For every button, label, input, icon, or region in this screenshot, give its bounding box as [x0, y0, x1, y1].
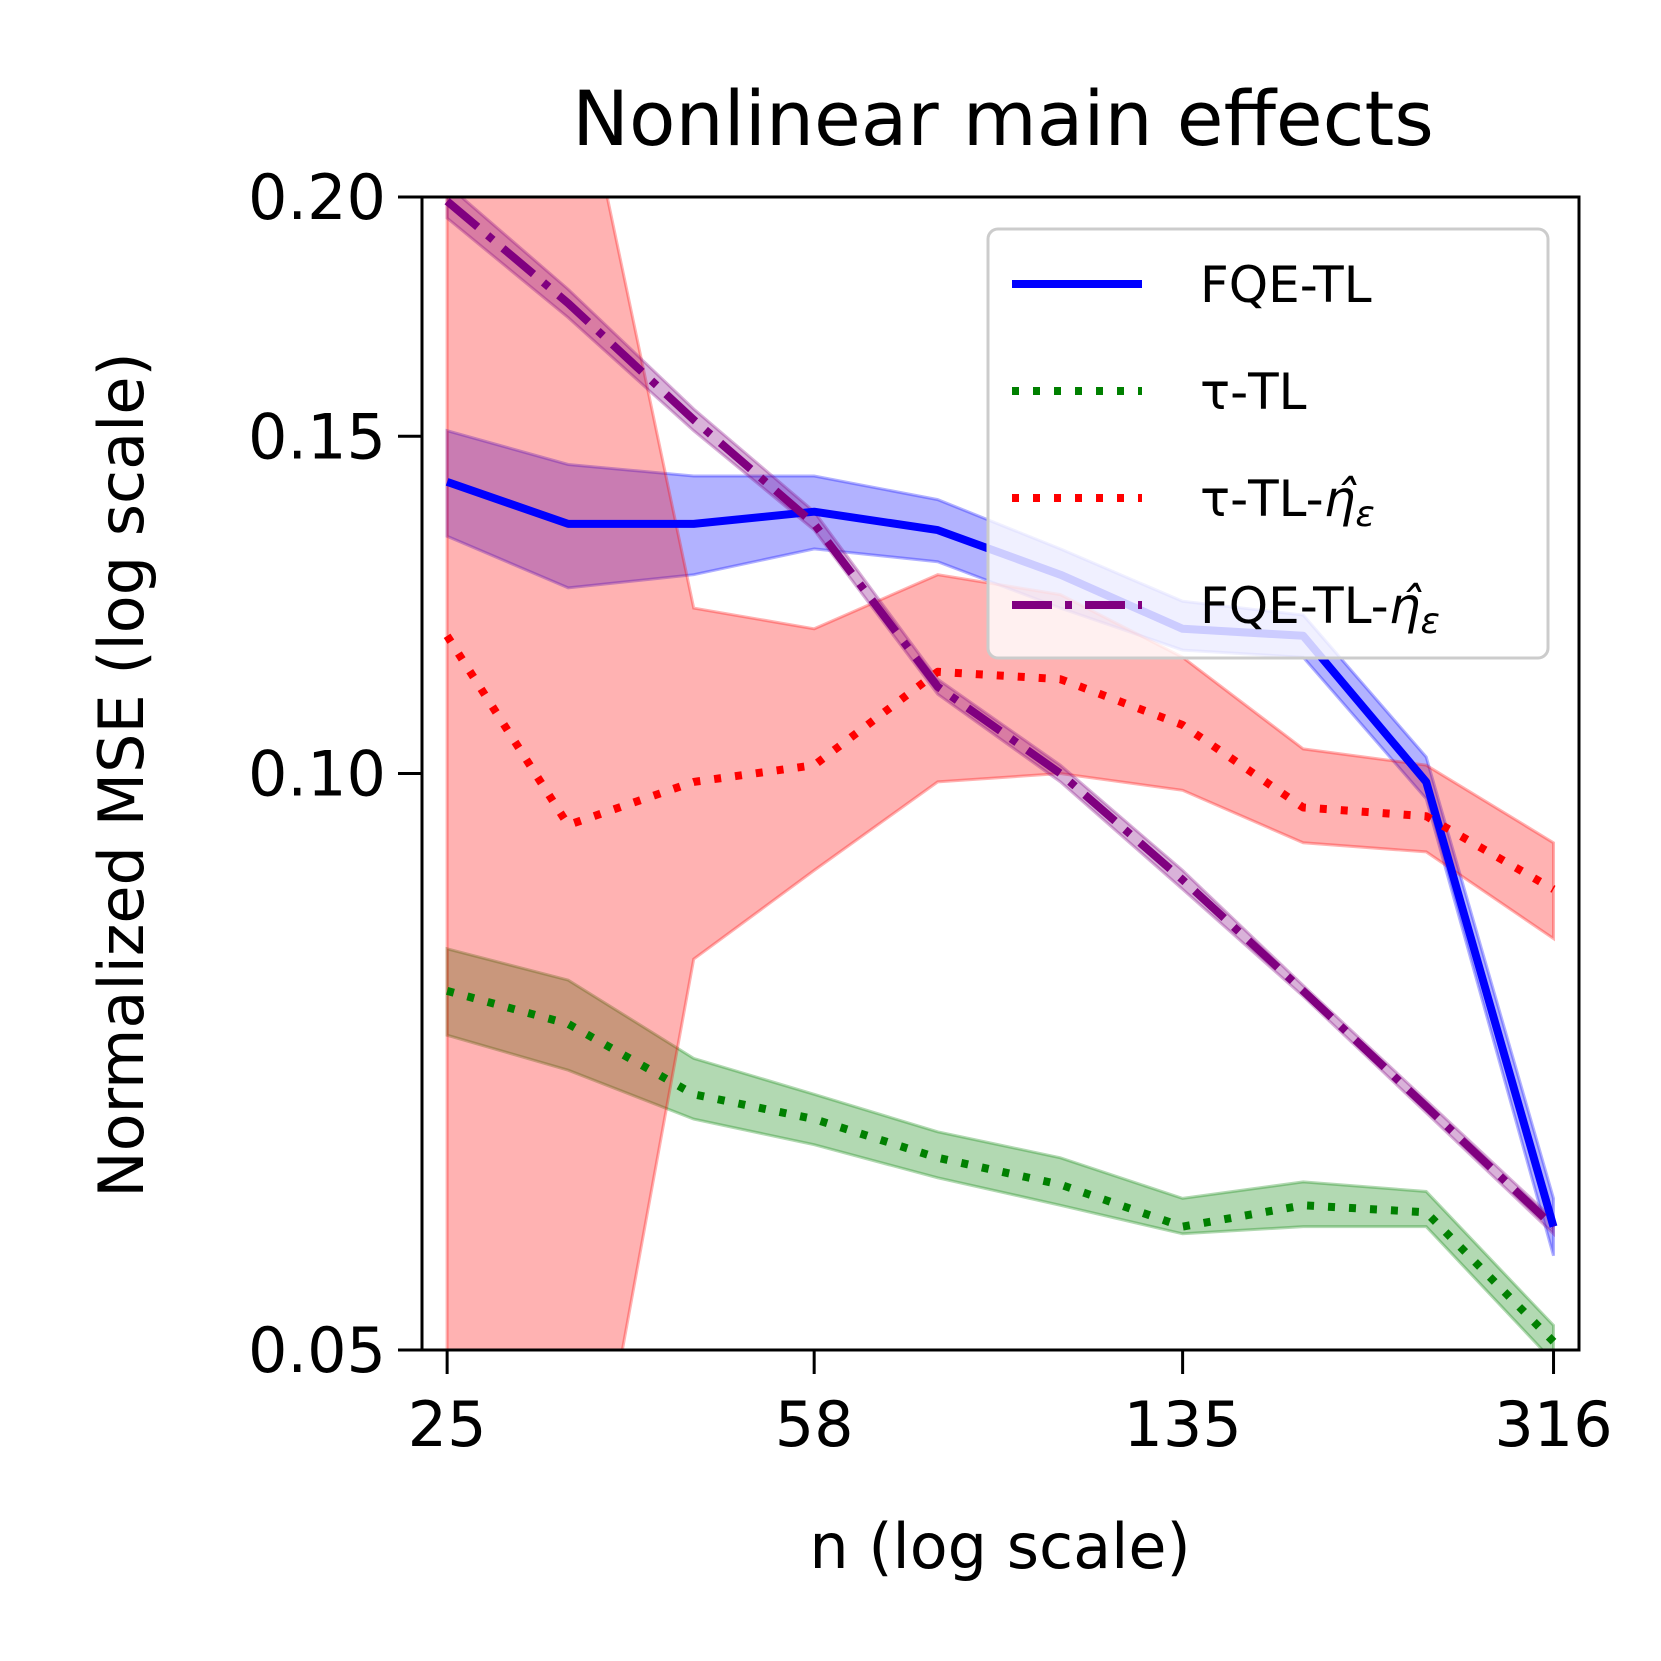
band-2 — [445, 197, 1555, 1350]
y-axis-label: Normalized MSE (log scale) — [85, 352, 158, 1197]
y-tick-label: 0.10 — [248, 738, 386, 811]
band-1 — [445, 946, 1555, 1350]
legend-label: τ-TL — [1200, 363, 1307, 421]
legend-label: FQE-TL-η̂ε — [1200, 577, 1440, 642]
series-line-2 — [443, 633, 1556, 893]
x-axis-label: n (log scale) — [809, 1510, 1190, 1583]
legend-item-2: τ-TL-η̂ε — [1012, 470, 1375, 535]
legend-box — [986, 227, 1550, 660]
legend: FQE-TL τ-TL τ-TL-η̂ε FQE-TL-η̂ε — [986, 227, 1550, 660]
x-axis-ticks: 25 58 135 316 — [408, 1350, 1613, 1461]
legend-item-1: τ-TL — [1012, 363, 1307, 421]
y-tick-label: 0.15 — [248, 400, 386, 473]
series-line-3 — [444, 198, 1557, 1230]
band-3 — [445, 197, 1555, 1238]
x-tick-label: 25 — [408, 1388, 487, 1461]
y-axis-ticks: 0.05 0.10 0.15 0.20 — [248, 161, 422, 1387]
legend-item-0: FQE-TL — [1012, 256, 1372, 314]
chart-title: Nonlinear main effects — [572, 74, 1434, 163]
y-tick-label: 0.05 — [248, 1314, 386, 1387]
x-tick-label: 135 — [1123, 1388, 1241, 1461]
x-tick-label: 58 — [775, 1388, 854, 1461]
x-tick-label: 316 — [1494, 1388, 1612, 1461]
legend-label: τ-TL-η̂ε — [1200, 470, 1375, 535]
legend-item-3: FQE-TL-η̂ε — [1012, 577, 1440, 642]
legend-label: FQE-TL — [1200, 256, 1372, 314]
y-tick-label: 0.20 — [248, 161, 386, 234]
